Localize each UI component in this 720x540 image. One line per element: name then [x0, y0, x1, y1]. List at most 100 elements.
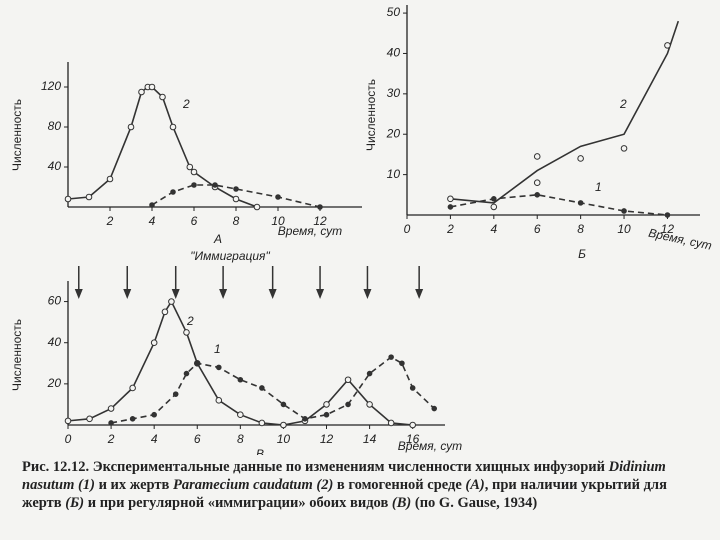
- data-point: [159, 93, 166, 101]
- x-tick-label: 12: [320, 432, 334, 446]
- y-tick-label: 20: [47, 376, 62, 390]
- panel-label: A: [213, 232, 222, 246]
- data-point: [533, 153, 541, 160]
- data-point: [302, 416, 308, 422]
- x-tick-label: 0: [404, 222, 411, 236]
- data-point: [64, 195, 72, 203]
- data-point: [388, 354, 394, 360]
- data-point: [107, 405, 115, 412]
- series-label: 2: [619, 97, 627, 111]
- x-tick-label: 10: [617, 222, 631, 236]
- data-point: [232, 195, 240, 203]
- series-line: [450, 20, 680, 204]
- immigration-arrowhead: [123, 289, 132, 299]
- immigration-arrowhead: [316, 289, 325, 299]
- x-tick-label: 8: [237, 432, 244, 446]
- data-point: [172, 391, 179, 397]
- y-axis-label: Численность: [10, 99, 24, 171]
- y-tick-label: 30: [387, 86, 401, 100]
- data-point: [212, 182, 218, 188]
- data-point: [233, 186, 239, 192]
- immigration-arrowhead: [171, 289, 180, 299]
- annotation: "Иммиграция": [190, 249, 270, 263]
- data-point: [399, 360, 405, 367]
- data-point: [64, 417, 72, 425]
- caption-text: Рис. 12.12. Экспериментальные данные по …: [22, 459, 609, 475]
- series-line: [67, 299, 413, 426]
- data-point: [129, 416, 136, 422]
- data-point: [161, 308, 169, 316]
- x-tick-label: 14: [363, 432, 377, 446]
- immigration-arrowhead: [363, 289, 372, 299]
- data-point: [237, 411, 244, 419]
- data-point: [323, 401, 330, 408]
- data-point: [533, 179, 541, 186]
- data-point: [148, 83, 156, 91]
- panel-label: В: [256, 447, 264, 455]
- x-tick-label: 0: [65, 432, 72, 446]
- x-tick-label: 4: [149, 214, 156, 228]
- data-point: [491, 196, 497, 202]
- data-point: [190, 168, 198, 176]
- data-point: [215, 397, 223, 404]
- data-point: [237, 376, 244, 383]
- data-point: [169, 123, 177, 131]
- data-point: [138, 88, 145, 96]
- data-point: [170, 189, 176, 195]
- data-point: [149, 202, 155, 208]
- data-point: [258, 419, 266, 427]
- x-tick-label: 6: [191, 214, 198, 228]
- data-point: [577, 155, 584, 162]
- series-label: 1: [595, 180, 602, 194]
- caption-text: Didinium nasutum (1): [22, 459, 666, 493]
- x-tick-label: 16: [406, 432, 420, 446]
- y-tick-label: 60: [48, 294, 62, 308]
- y-tick-label: 50: [387, 5, 401, 19]
- data-point: [620, 145, 628, 152]
- y-axis-label: Численность: [364, 79, 378, 151]
- x-tick-label: 2: [106, 214, 114, 228]
- y-tick-label: 20: [386, 126, 401, 140]
- data-point: [280, 421, 287, 429]
- data-point: [577, 200, 584, 206]
- caption-text: Paramecium caudatum (2): [172, 477, 334, 493]
- data-point: [387, 419, 395, 427]
- caption-text: и их жертв: [94, 477, 173, 493]
- series-label: 1: [214, 342, 221, 356]
- data-point: [106, 175, 114, 183]
- y-axis-label: Численность: [10, 319, 24, 391]
- data-point: [168, 298, 175, 305]
- data-point: [186, 163, 194, 171]
- x-tick-label: 10: [277, 432, 291, 446]
- data-point: [447, 204, 454, 210]
- data-point: [664, 42, 671, 49]
- data-point: [191, 182, 197, 188]
- y-tick-label: 40: [48, 159, 62, 173]
- caption-text: и при регулярной «иммиграции» обоих видо…: [84, 495, 392, 511]
- data-point: [344, 376, 352, 384]
- x-tick-label: 4: [151, 432, 158, 446]
- data-point: [447, 195, 454, 203]
- x-tick-label: 8: [577, 222, 584, 236]
- caption-text: (Б): [65, 495, 85, 511]
- data-point: [409, 421, 416, 429]
- data-point: [323, 411, 330, 418]
- data-point: [151, 411, 157, 418]
- y-tick-label: 10: [387, 167, 401, 181]
- x-axis-label: Время, сут: [647, 226, 713, 253]
- data-point: [490, 203, 498, 211]
- x-tick-label: 6: [194, 432, 201, 446]
- data-point: [366, 370, 373, 377]
- data-point: [194, 360, 201, 367]
- data-point: [621, 208, 627, 214]
- data-point: [216, 364, 222, 371]
- caption-text: , при наличии укрытий для жертв: [22, 477, 667, 511]
- x-axis-label: Время, сут: [278, 224, 342, 238]
- x-tick-label: 6: [534, 222, 541, 236]
- series-label: 2: [186, 314, 194, 328]
- y-tick-label: 120: [41, 79, 61, 93]
- immigration-arrowhead: [219, 289, 228, 299]
- data-point: [127, 123, 135, 131]
